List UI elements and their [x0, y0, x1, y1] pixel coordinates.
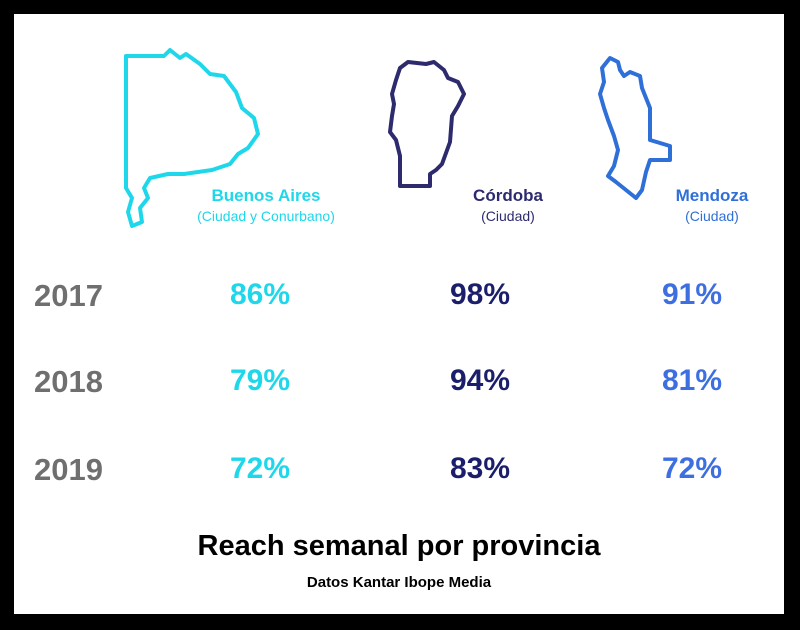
value-cordoba-2019: 83%: [449, 452, 511, 485]
column-header-mendoza: Mendoza: [675, 186, 749, 205]
column-header-cordoba: Córdoba: [473, 186, 543, 205]
year-label-2018: 2018: [34, 364, 103, 399]
value-mendoza-2017: 91%: [661, 278, 723, 311]
value-cordoba-2017: 98%: [449, 278, 511, 311]
column-subheader-mendoza: (Ciudad): [685, 208, 739, 224]
chart-subtitle: Datos Kantar Ibope Media: [306, 574, 492, 591]
chart-title: Reach semanal por provincia: [197, 530, 601, 562]
year-label-2017: 2017: [34, 278, 103, 313]
buenos-aires-map-icon: [124, 48, 260, 228]
value-mendoza-2019: 72%: [661, 452, 723, 485]
cordoba-map-icon: [388, 60, 466, 188]
value-mendoza-2018: 81%: [661, 364, 723, 397]
infographic-card: Buenos Aires (Ciudad y Conurbano) Córdob…: [14, 14, 784, 614]
mendoza-map-icon: [598, 56, 672, 200]
column-subheader-buenos-aires: (Ciudad y Conurbano): [197, 208, 335, 224]
value-buenos-aires-2018: 79%: [229, 364, 291, 397]
value-cordoba-2018: 94%: [449, 364, 511, 397]
column-subheader-cordoba: (Ciudad): [481, 208, 535, 224]
value-buenos-aires-2017: 86%: [229, 278, 291, 311]
year-label-2019: 2019: [34, 452, 103, 487]
value-buenos-aires-2019: 72%: [229, 452, 291, 485]
column-header-buenos-aires: Buenos Aires: [211, 186, 321, 205]
